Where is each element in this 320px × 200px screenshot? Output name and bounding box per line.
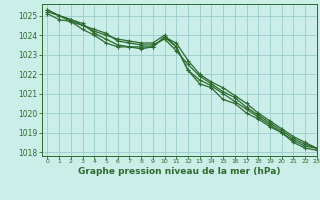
X-axis label: Graphe pression niveau de la mer (hPa): Graphe pression niveau de la mer (hPa) — [78, 167, 280, 176]
